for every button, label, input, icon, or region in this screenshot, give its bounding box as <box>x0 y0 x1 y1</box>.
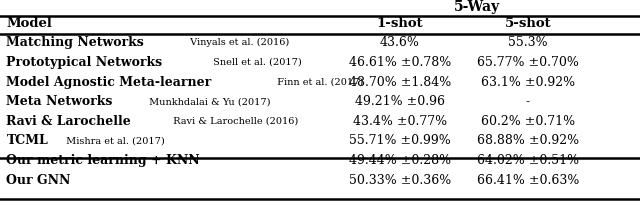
Text: Model Agnostic Meta-learner: Model Agnostic Meta-learner <box>6 76 212 89</box>
Text: 64.02% ±0.51%: 64.02% ±0.51% <box>477 154 579 167</box>
Text: Snell et al. (2017): Snell et al. (2017) <box>211 58 302 67</box>
Text: Our metric learning + KNN: Our metric learning + KNN <box>6 154 200 167</box>
Text: 63.1% ±0.92%: 63.1% ±0.92% <box>481 76 575 89</box>
Text: 5-Way: 5-Way <box>454 0 500 14</box>
Text: 60.2% ±0.71%: 60.2% ±0.71% <box>481 115 575 128</box>
Text: 5-shot: 5-shot <box>505 17 551 30</box>
Text: Our GNN: Our GNN <box>6 174 71 187</box>
Text: Munkhdalai & Yu (2017): Munkhdalai & Yu (2017) <box>146 97 271 106</box>
Text: Meta Networks: Meta Networks <box>6 95 113 108</box>
Text: 1-shot: 1-shot <box>377 17 423 30</box>
Text: -: - <box>526 95 530 108</box>
Text: 55.3%: 55.3% <box>508 36 548 49</box>
Text: Ravi & Larochelle (2016): Ravi & Larochelle (2016) <box>170 117 298 126</box>
Text: 65.77% ±0.70%: 65.77% ±0.70% <box>477 56 579 69</box>
Text: 49.44% ±0.28%: 49.44% ±0.28% <box>349 154 451 167</box>
Text: 46.61% ±0.78%: 46.61% ±0.78% <box>349 56 451 69</box>
Text: Mishra et al. (2017): Mishra et al. (2017) <box>63 136 164 145</box>
Text: 48.70% ±1.84%: 48.70% ±1.84% <box>349 76 451 89</box>
Text: Prototypical Networks: Prototypical Networks <box>6 56 163 69</box>
Text: Model: Model <box>6 17 52 30</box>
Text: 66.41% ±0.63%: 66.41% ±0.63% <box>477 174 579 187</box>
Text: 55.71% ±0.99%: 55.71% ±0.99% <box>349 134 451 147</box>
Text: 43.4% ±0.77%: 43.4% ±0.77% <box>353 115 447 128</box>
Text: 49.21% ±0.96: 49.21% ±0.96 <box>355 95 445 108</box>
Text: Vinyals et al. (2016): Vinyals et al. (2016) <box>187 38 289 47</box>
Text: Ravi & Larochelle: Ravi & Larochelle <box>6 115 131 128</box>
Text: TCML: TCML <box>6 134 48 147</box>
Text: 50.33% ±0.36%: 50.33% ±0.36% <box>349 174 451 187</box>
Text: Matching Networks: Matching Networks <box>6 36 144 49</box>
Text: Finn et al. (2017): Finn et al. (2017) <box>274 77 363 87</box>
Text: 43.6%: 43.6% <box>380 36 420 49</box>
Text: 68.88% ±0.92%: 68.88% ±0.92% <box>477 134 579 147</box>
